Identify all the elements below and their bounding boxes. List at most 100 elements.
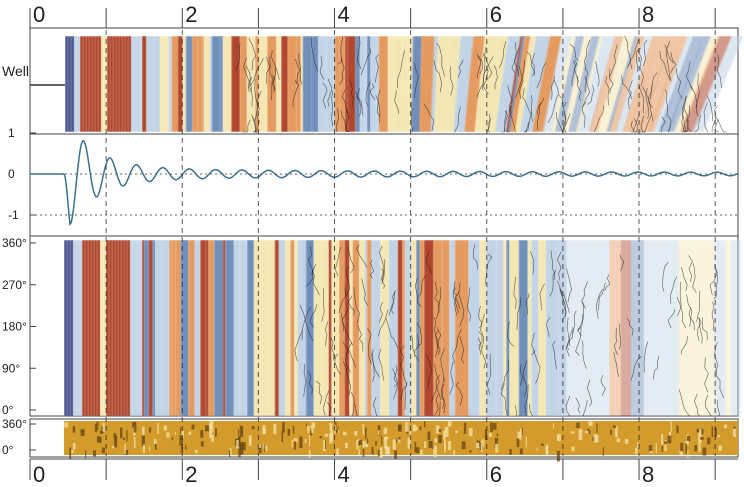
seismic-band: [239, 36, 248, 132]
seismic-band: [94, 240, 98, 416]
contour-line: [609, 68, 614, 94]
seismic-band: [658, 36, 705, 132]
contour-line: [498, 40, 507, 69]
seismic-band: [507, 36, 526, 132]
contour-line: [507, 321, 515, 347]
log-texture: [714, 427, 718, 437]
log-texture: [397, 439, 401, 443]
contour-line: [404, 382, 408, 410]
log-texture: [493, 423, 497, 430]
log-texture: [552, 423, 554, 430]
seismic-band: [339, 240, 346, 416]
log-texture: [358, 449, 361, 457]
contour-line: [361, 278, 369, 306]
contour-line: [686, 294, 693, 327]
seismic-band: [92, 36, 96, 132]
log-texture: [615, 425, 618, 438]
contour-line: [692, 263, 697, 294]
log-texture: [240, 443, 244, 455]
log-texture: [241, 431, 243, 434]
azimuth-y-axis: 360° 270° 180° 90° 0°: [2, 236, 36, 417]
log-texture: [699, 429, 704, 433]
seismic-band: [142, 240, 145, 416]
log-texture: [588, 430, 591, 434]
log-texture: [448, 440, 452, 450]
contour-line: [433, 317, 438, 349]
log-texture: [148, 427, 152, 433]
contour-line: [661, 116, 666, 133]
seismic-band: [97, 240, 101, 416]
log-texture: [667, 435, 672, 444]
seismic-band: [352, 240, 360, 416]
log-texture: [687, 450, 689, 459]
seismic-band: [464, 36, 482, 132]
log-texture: [664, 441, 668, 445]
log-texture: [701, 428, 704, 434]
log-texture: [661, 445, 664, 452]
log-texture: [670, 421, 672, 432]
seismic-band: [441, 240, 450, 416]
seismic-band: [220, 36, 224, 132]
scale-label: 4: [338, 2, 350, 27]
log-texture: [354, 430, 358, 436]
contour-line: [416, 322, 423, 347]
contour-line: [433, 60, 442, 93]
contour-line: [593, 105, 605, 133]
seismic-band: [121, 240, 125, 416]
contour-line: [582, 76, 591, 107]
log-texture: [415, 447, 420, 454]
seismic-band: [678, 240, 693, 416]
seismic-band: [550, 36, 577, 132]
seismic-band: [366, 240, 372, 416]
contour-line: [484, 253, 493, 285]
seismic-band: [668, 240, 680, 416]
log-texture: [616, 438, 621, 443]
seismic-band: [609, 240, 622, 416]
contour-line: [504, 110, 510, 133]
scale-label: 4: [338, 462, 350, 487]
contour-line: [642, 39, 648, 67]
seismic-band: [209, 36, 213, 132]
contour-line: [425, 354, 433, 389]
log-texture: [163, 425, 167, 431]
contour-line: [410, 334, 420, 362]
log-texture: [419, 449, 423, 457]
contour-line: [609, 44, 618, 77]
seismic-band: [359, 240, 366, 416]
contour-line: [480, 313, 486, 348]
seismic-band: [419, 36, 436, 132]
seismic-band: [673, 36, 719, 132]
contour-line: [577, 313, 584, 337]
seismic-band: [88, 240, 92, 416]
seismic-band: [131, 36, 135, 132]
seismic-band: [479, 240, 487, 416]
log-texture: [428, 440, 432, 449]
contour-line: [530, 52, 536, 76]
log-texture: [394, 450, 397, 459]
log-texture: [593, 434, 598, 443]
seismic-band: [328, 240, 332, 416]
trace-panel: 1 0 -1: [8, 126, 739, 237]
seismic-band: [339, 36, 346, 132]
log-texture: [664, 440, 667, 452]
bottom-scale: 0 2 4 6 8: [29, 458, 738, 487]
contour-line: [476, 68, 488, 98]
seismic-band: [101, 36, 105, 132]
seismic-band: [68, 36, 72, 132]
contour-line: [330, 337, 334, 361]
contour-line: [613, 352, 619, 377]
seismic-band: [359, 36, 365, 132]
contour-line: [580, 400, 588, 417]
log-texture: [209, 431, 213, 439]
log-texture: [194, 449, 198, 454]
scale-label: 2: [185, 462, 197, 487]
log-texture: [495, 443, 499, 453]
seismic-band: [171, 240, 177, 416]
seismic-band: [64, 240, 68, 416]
log-texture: [242, 442, 246, 451]
contour-line: [453, 287, 457, 316]
seismic-band: [387, 36, 395, 132]
seismic-band: [82, 240, 86, 416]
contour-line: [536, 62, 547, 89]
contour-line: [371, 349, 380, 378]
